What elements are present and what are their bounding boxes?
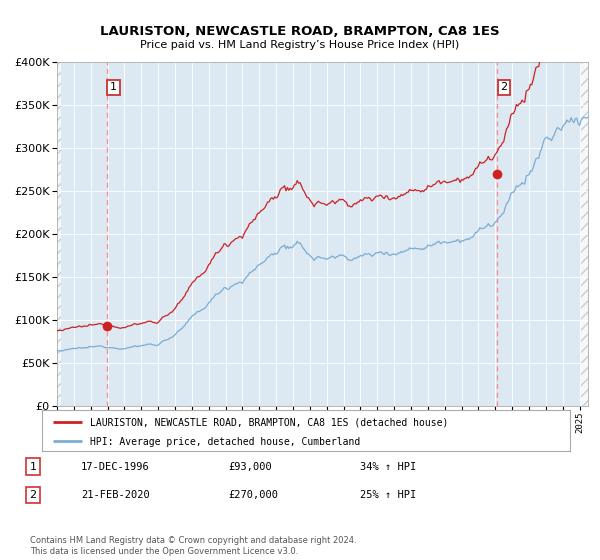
Text: 25% ↑ HPI: 25% ↑ HPI xyxy=(360,490,416,500)
Text: Contains HM Land Registry data © Crown copyright and database right 2024.
This d: Contains HM Land Registry data © Crown c… xyxy=(30,536,356,556)
Text: 34% ↑ HPI: 34% ↑ HPI xyxy=(360,461,416,472)
Text: £270,000: £270,000 xyxy=(228,490,278,500)
Text: HPI: Average price, detached house, Cumberland: HPI: Average price, detached house, Cumb… xyxy=(89,437,360,446)
Text: £93,000: £93,000 xyxy=(228,461,272,472)
Text: 21-FEB-2020: 21-FEB-2020 xyxy=(81,490,150,500)
Bar xyxy=(57,62,61,406)
Text: 17-DEC-1996: 17-DEC-1996 xyxy=(81,461,150,472)
Bar xyxy=(580,62,588,406)
Text: 2: 2 xyxy=(29,490,37,500)
Text: Price paid vs. HM Land Registry’s House Price Index (HPI): Price paid vs. HM Land Registry’s House … xyxy=(140,40,460,50)
Text: 2: 2 xyxy=(500,82,508,92)
Text: 1: 1 xyxy=(110,82,117,92)
Text: LAURISTON, NEWCASTLE ROAD, BRAMPTON, CA8 1ES (detached house): LAURISTON, NEWCASTLE ROAD, BRAMPTON, CA8… xyxy=(89,418,448,428)
Text: LAURISTON, NEWCASTLE ROAD, BRAMPTON, CA8 1ES: LAURISTON, NEWCASTLE ROAD, BRAMPTON, CA8… xyxy=(100,25,500,38)
Text: 1: 1 xyxy=(29,461,37,472)
